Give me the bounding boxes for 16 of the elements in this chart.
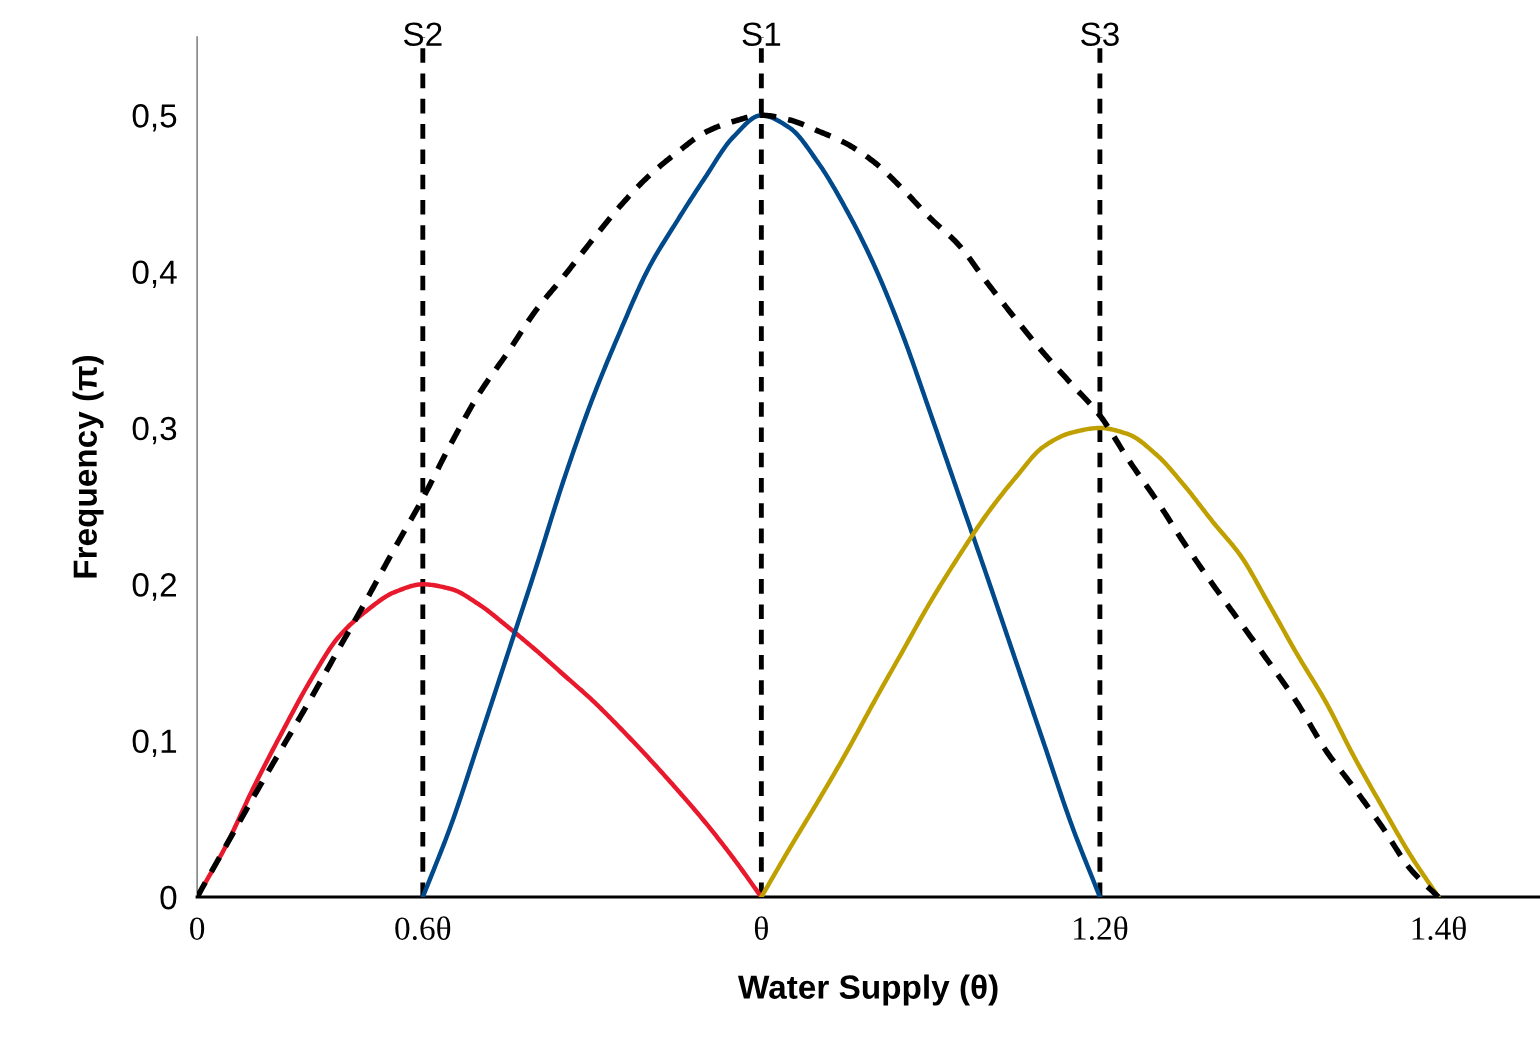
ref-line-label: S2 xyxy=(403,22,442,47)
ref-line-label: S1 xyxy=(742,22,781,47)
y-tick-label: 0 xyxy=(160,885,177,910)
y-axis-title: Frequency (π) xyxy=(72,355,104,578)
x-tick-label: 0.6θ xyxy=(395,916,451,941)
x-tick-label: 1.4θ xyxy=(1412,916,1466,941)
y-tick-label: 0,2 xyxy=(132,573,177,601)
y-tick-label: 0,5 xyxy=(132,104,177,132)
y-tick-label: 0,1 xyxy=(132,729,177,757)
y-tick-label: 0,4 xyxy=(132,260,177,288)
x-tick-label: 0 xyxy=(190,917,205,940)
x-tick-label: θ xyxy=(754,916,768,940)
x-tick-label: 1.2θ xyxy=(1074,916,1128,941)
x-axis-title: Water Supply (θ) xyxy=(737,974,998,1006)
ref-line-label: S3 xyxy=(1081,22,1119,47)
y-tick-label: 0,3 xyxy=(132,416,177,445)
